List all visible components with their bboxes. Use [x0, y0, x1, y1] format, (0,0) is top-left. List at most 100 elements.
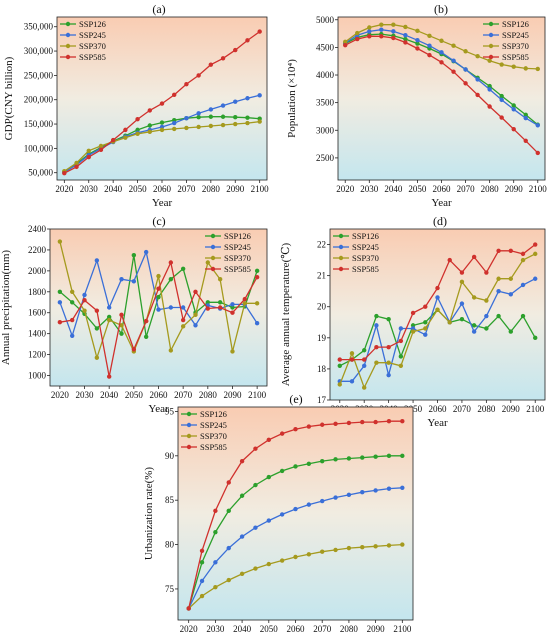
legend-label: SSP370 [352, 253, 379, 263]
panel-title: (e) [289, 392, 302, 406]
y-tick-label: 3500 [316, 98, 335, 108]
data-point [398, 363, 404, 368]
data-point [471, 329, 477, 334]
data-point [379, 34, 384, 39]
panel-title: (a) [152, 2, 165, 16]
data-point [360, 455, 365, 460]
data-point [279, 558, 285, 563]
y-tick-label: 5000 [316, 15, 335, 25]
data-point [367, 25, 372, 30]
x-tick-label: 2100 [393, 624, 412, 634]
y-tick-label: 21 [317, 271, 326, 281]
data-point [451, 69, 456, 74]
x-tick-label: 2070 [174, 390, 193, 400]
legend-marker [186, 444, 192, 450]
data-point [106, 314, 112, 320]
data-point [487, 87, 492, 92]
y-tick-label: 18 [317, 364, 327, 374]
data-point [233, 115, 238, 120]
legend-label: SSP126 [200, 409, 227, 419]
data-point [398, 338, 404, 344]
data-point [293, 426, 298, 432]
series-ssp245 [186, 485, 405, 611]
data-point [199, 560, 205, 565]
y-tick-label: 4000 [316, 70, 335, 80]
data-point [373, 454, 378, 459]
x-tick-label: 2100 [526, 404, 545, 414]
data-point [199, 578, 205, 584]
legend-marker [338, 255, 344, 261]
data-point [233, 99, 238, 104]
series-ssp585 [57, 260, 260, 379]
data-point [333, 457, 338, 462]
x-axis-label: Year [427, 417, 448, 429]
data-point [379, 27, 384, 32]
data-point [423, 320, 428, 325]
y-tick-label: 3000 [316, 125, 335, 135]
legend-marker [186, 411, 192, 417]
legend-marker [338, 244, 344, 250]
data-point [523, 115, 528, 121]
x-tick-label: 2080 [202, 184, 221, 194]
y-tick-label: 250,000 [24, 70, 54, 80]
data-point [410, 326, 416, 331]
y-tick-label: 90 [165, 451, 175, 461]
data-point [447, 320, 452, 325]
data-point [320, 422, 325, 427]
data-point [193, 312, 198, 318]
data-point [213, 560, 218, 565]
data-point [199, 548, 205, 553]
data-point [253, 525, 258, 530]
panel-b: (b) 2020 2030 2040 2050 2060 2070 2080 2090 2100 2… [286, 2, 547, 209]
data-point [400, 485, 405, 490]
data-point [106, 317, 112, 323]
x-tick-label: 2070 [457, 184, 476, 194]
data-point [254, 274, 260, 280]
x-tick-label: 2070 [453, 404, 472, 414]
data-point [337, 363, 342, 368]
x-tick-label: 2080 [199, 390, 218, 400]
legend-marker [186, 422, 192, 428]
legend-marker [210, 233, 216, 239]
legend-label: SSP585 [200, 442, 227, 452]
data-point [496, 313, 501, 319]
data-point [57, 319, 63, 325]
data-point [499, 93, 504, 99]
data-point [143, 318, 149, 324]
data-point [367, 29, 372, 34]
data-point [355, 30, 360, 36]
data-point [508, 276, 513, 281]
data-point [360, 545, 365, 550]
legend-label: SSP126 [502, 19, 529, 29]
data-point [306, 461, 312, 466]
data-point [520, 313, 526, 319]
data-point [196, 73, 201, 78]
data-point [69, 333, 75, 338]
data-point [496, 288, 501, 294]
data-point [306, 552, 312, 557]
data-point [143, 334, 149, 340]
data-point [94, 355, 100, 360]
y-tick-label: 1200 [28, 350, 47, 360]
data-point [523, 138, 528, 143]
data-point [230, 310, 235, 315]
legend-label: SSP245 [502, 30, 529, 40]
data-point [410, 329, 416, 334]
data-point [156, 273, 161, 279]
data-point [119, 323, 124, 328]
data-point [257, 29, 262, 34]
data-point [119, 277, 124, 282]
data-point [226, 577, 231, 583]
data-point [360, 419, 365, 425]
data-point [520, 257, 526, 263]
data-point [131, 252, 137, 258]
y-tick-label: 2200 [28, 245, 47, 255]
data-point [475, 54, 480, 59]
series-ssp585 [343, 34, 540, 156]
x-tick-label: 2020 [180, 624, 199, 634]
data-point [199, 593, 205, 599]
data-point [499, 115, 504, 120]
data-point [471, 295, 477, 300]
legend-label: SSP585 [502, 52, 529, 62]
data-point [333, 495, 338, 500]
